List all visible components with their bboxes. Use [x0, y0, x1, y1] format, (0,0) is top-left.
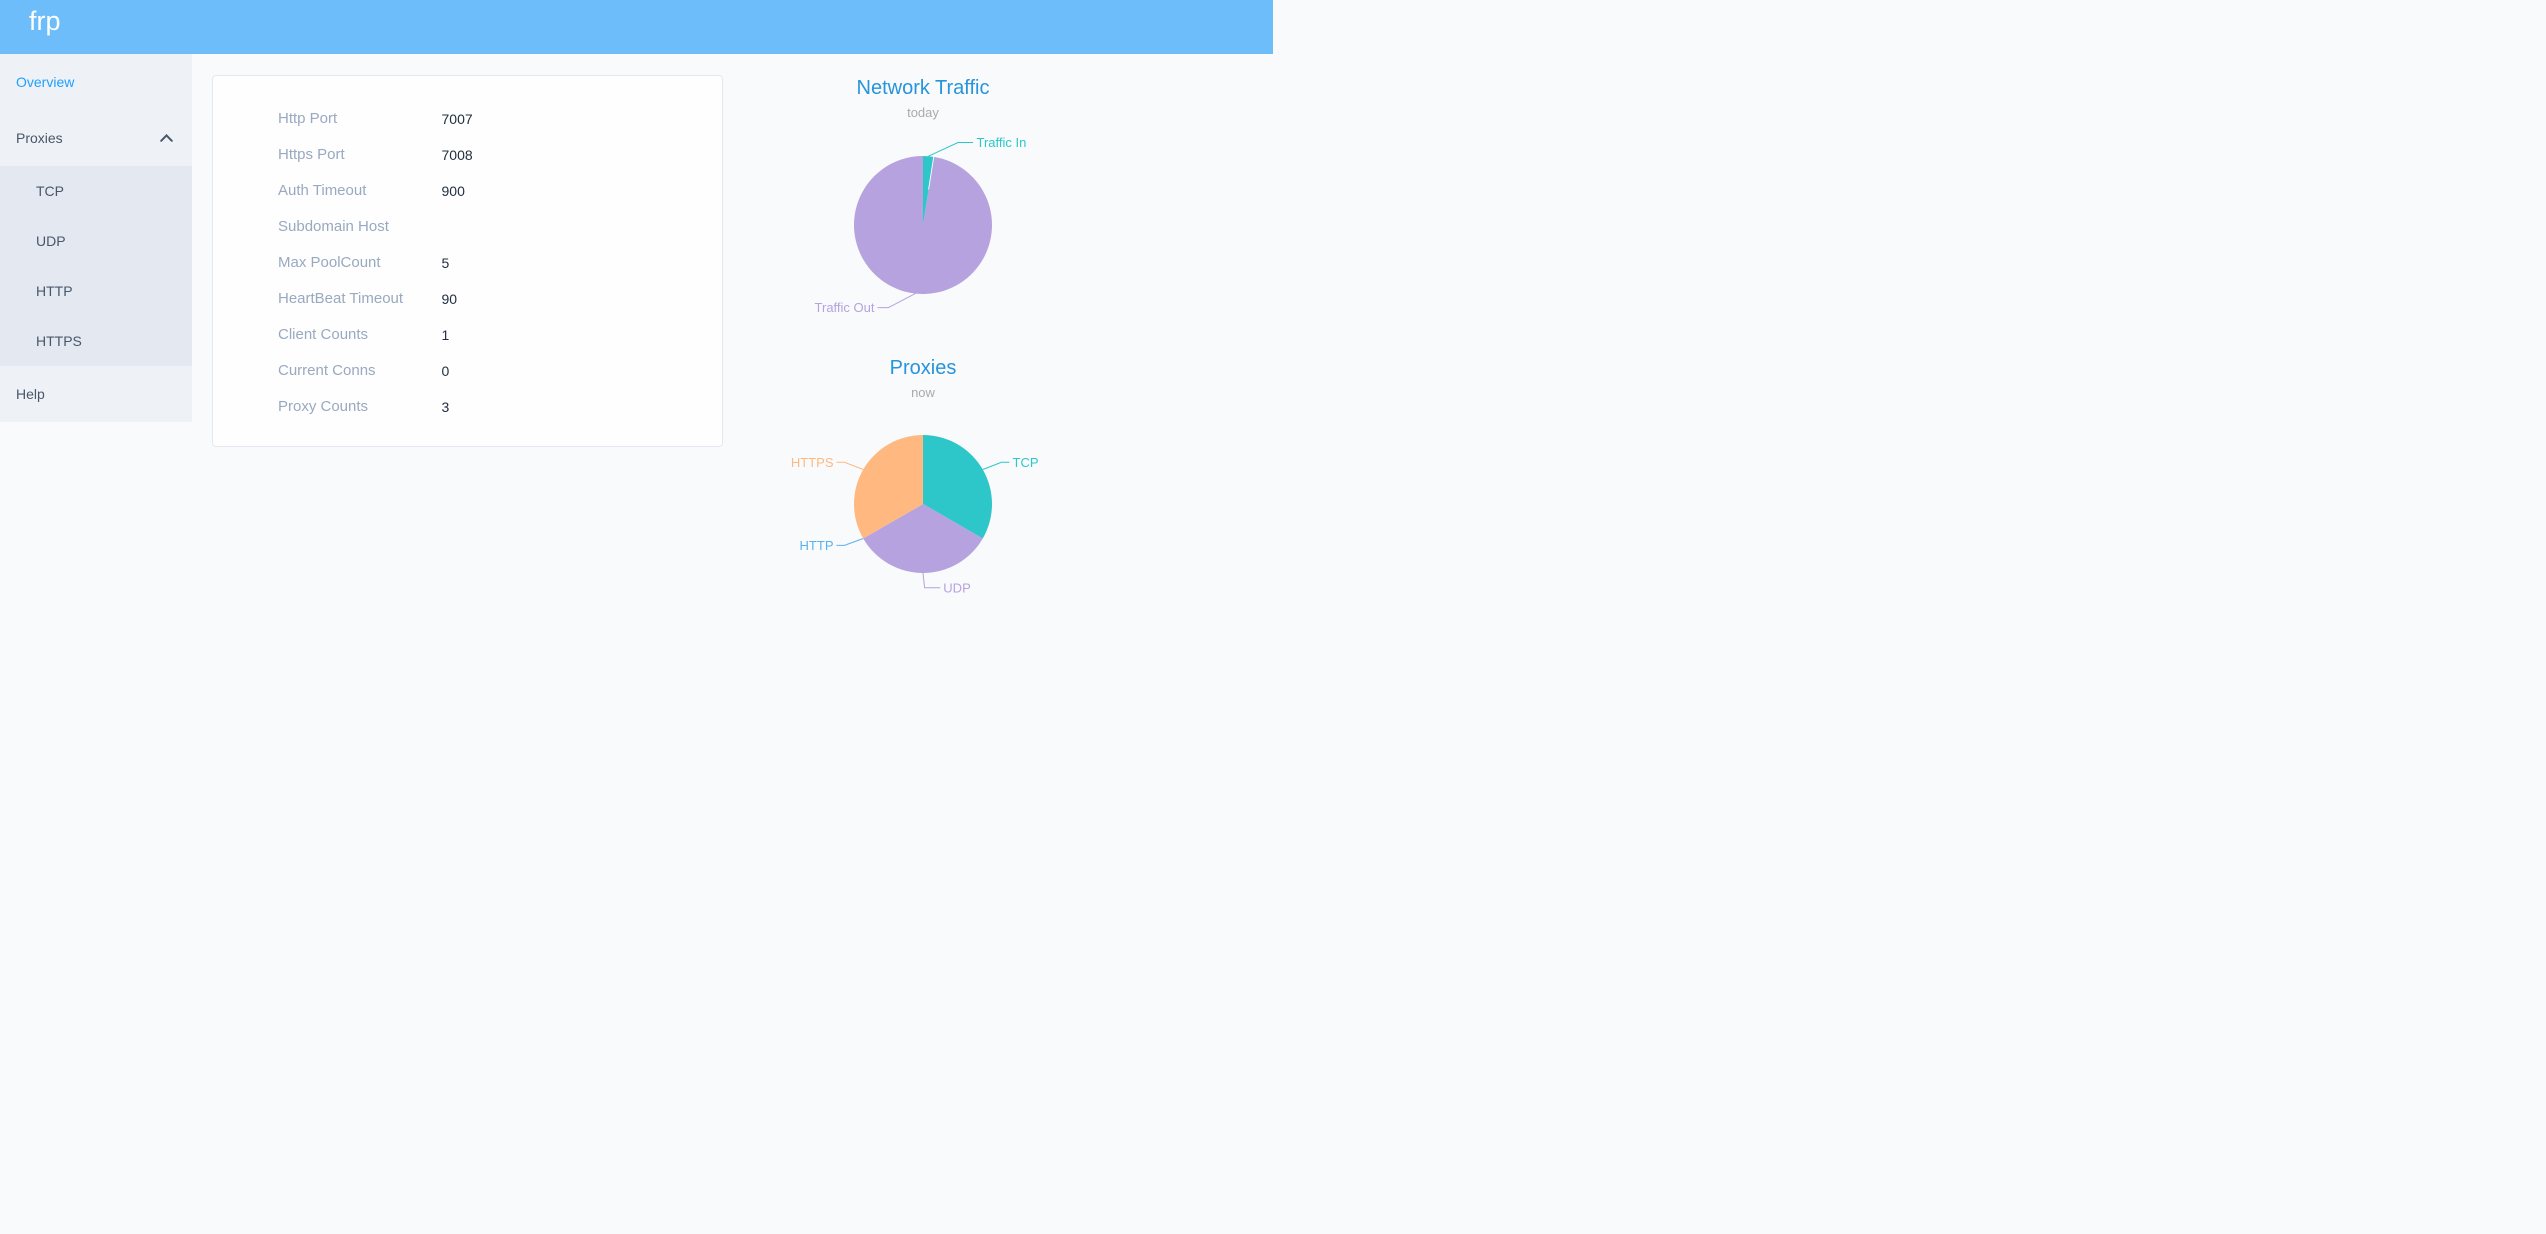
proxies-label-http: HTTP: [800, 538, 834, 553]
network-traffic-slice-seam: [928, 156, 935, 190]
proxies-slice-https[interactable]: [854, 435, 923, 539]
sidebar-item-help[interactable]: Help: [0, 366, 192, 422]
sidebar-item-label: UDP: [36, 232, 66, 249]
network-traffic-labelline-traffic-in: [928, 142, 973, 157]
proxies-chart: Proxies now TCP UDP HTTP HTTPS: [723, 355, 1123, 635]
chevron-up-icon: [160, 133, 173, 142]
proxies-label-tcp: TCP: [1013, 455, 1039, 470]
network-traffic-chart-subtitle: today: [907, 105, 939, 120]
server-info-label: Proxy Counts: [278, 398, 369, 415]
sidebar-item-proxies[interactable]: Proxies: [0, 110, 192, 166]
proxies-slice-udp[interactable]: [863, 504, 983, 573]
server-info-value: 1: [441, 327, 450, 343]
network-traffic-chart: Network Traffic today Traffic In Traffic …: [723, 75, 1123, 355]
server-info-row: Http Port 7007: [213, 101, 722, 137]
proxies-pie: TCP UDP HTTP HTTPS: [791, 435, 1039, 596]
server-info-row: Current Conns 0: [213, 353, 722, 389]
sidebar-item-label: HTTPS: [36, 332, 82, 349]
server-info-value: 90: [441, 291, 458, 307]
server-info-row: Https Port 7008: [213, 137, 722, 173]
proxies-slice-tcp[interactable]: [923, 435, 992, 539]
sidebar-item-label: HTTP: [36, 282, 73, 299]
proxies-labelline-http: [836, 538, 864, 546]
server-info-value: 7008: [441, 147, 473, 163]
server-info-label: Auth Timeout: [278, 182, 367, 199]
network-traffic-chart-title: Network Traffic: [856, 77, 990, 99]
server-info-rows: Http Port 7007 Https Port 7008 Auth Timeout 9…: [213, 101, 722, 425]
server-info-label: Current Conns: [278, 362, 376, 379]
network-traffic-labelline-traffic-out: [877, 292, 918, 309]
server-info-row: Auth Timeout 900: [213, 173, 722, 209]
server-info-label: Client Counts: [278, 326, 369, 343]
server-info-row: Max PoolCount 5: [213, 245, 722, 281]
sidebar-item-http[interactable]: HTTP: [0, 266, 192, 316]
server-info-value: 0: [441, 363, 450, 379]
server-info-row: Client Counts 1: [213, 317, 722, 353]
server-info-value: 5: [441, 255, 450, 271]
network-traffic-label-traffic-in: Traffic In: [977, 135, 1027, 150]
sidebar-item-tcp[interactable]: TCP: [0, 166, 192, 216]
server-info-row: Subdomain Host: [213, 209, 722, 245]
server-info-label: HeartBeat Timeout: [278, 290, 404, 307]
server-info-row: Proxy Counts 3: [213, 389, 722, 425]
sidebar-item-label: TCP: [36, 182, 64, 199]
server-info-label: Max PoolCount: [278, 254, 381, 271]
proxies-label-udp: UDP: [943, 581, 970, 596]
server-info-value: 3: [441, 399, 450, 415]
server-info-label: Https Port: [278, 146, 345, 163]
proxies-labelline-udp: [922, 572, 941, 589]
server-info-label: Http Port: [278, 110, 338, 127]
proxies-label-https: HTTPS: [791, 455, 834, 470]
app-header: frp: [0, 0, 1273, 54]
proxies-labelline-tcp: [982, 461, 1010, 470]
sidebar-item-udp[interactable]: UDP: [0, 216, 192, 266]
sidebar-item-label: Help: [16, 385, 45, 402]
server-info-label: Subdomain Host: [278, 218, 389, 235]
sidebar-item-label: Proxies: [16, 129, 63, 146]
sidebar-submenu-proxies: TCP UDP HTTP HTTPS: [0, 165, 192, 366]
proxies-chart-title: Proxies: [889, 357, 957, 379]
proxies-labelline-https: [836, 461, 864, 470]
network-traffic-slice-traffic-out[interactable]: [854, 156, 993, 294]
server-info-value: 7007: [441, 111, 473, 127]
sidebar-item-https[interactable]: HTTPS: [0, 316, 192, 366]
network-traffic-pie: Traffic In Traffic Out: [815, 135, 1027, 315]
proxies-chart-subtitle: now: [911, 385, 935, 400]
sidebar-item-label: Overview: [16, 73, 75, 90]
sidebar-item-overview[interactable]: Overview: [0, 54, 192, 110]
server-info-panel: Http Port 7007 Https Port 7008 Auth Timeout 9…: [212, 75, 723, 447]
network-traffic-label-traffic-out: Traffic Out: [815, 300, 875, 315]
server-info-value: 900: [441, 183, 465, 199]
sidebar-menu: Overview Proxies TCP UDP HTTP HTTPS Help: [0, 53, 192, 422]
brand-logo: frp: [29, 5, 61, 36]
server-info-row: HeartBeat Timeout 90: [213, 281, 722, 317]
